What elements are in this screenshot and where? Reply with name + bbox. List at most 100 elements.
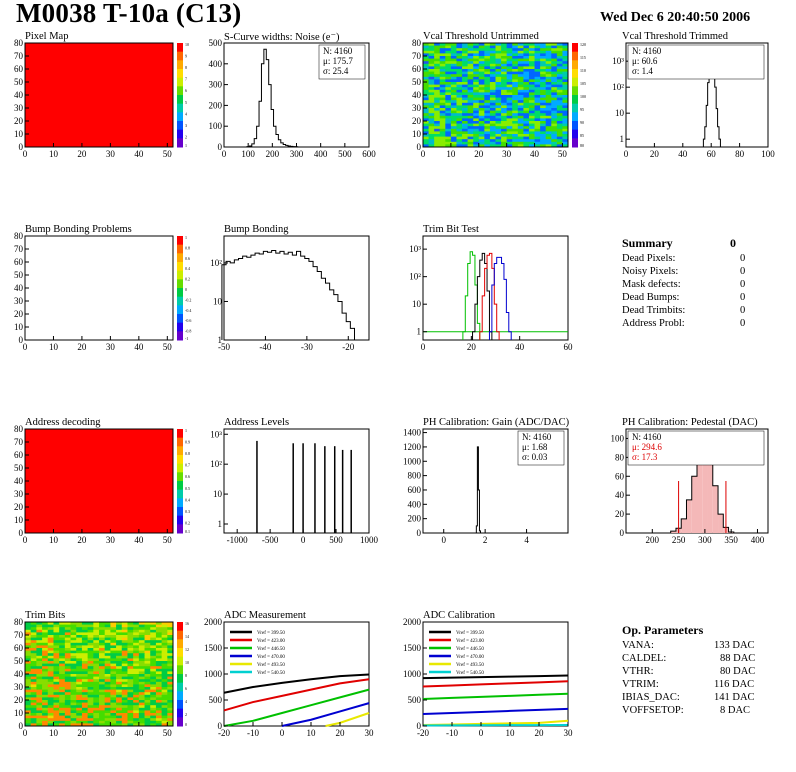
heatmap-cell <box>81 710 89 714</box>
heatmap-cell <box>138 705 145 709</box>
heatmap-cell <box>47 710 54 714</box>
heatmap-cell <box>528 95 535 98</box>
heatmap-cell <box>110 723 117 727</box>
heatmap-cell <box>489 126 496 130</box>
heatmap-cell <box>116 689 123 693</box>
heatmap-cell <box>127 645 134 649</box>
histogram-bar <box>702 443 708 533</box>
heatmap-cell <box>501 113 508 117</box>
x-tick-label: 0 <box>421 149 426 159</box>
heatmap-cell <box>87 658 94 662</box>
heatmap-cell <box>467 105 474 109</box>
heatmap-cell <box>445 139 452 143</box>
y-tick-label: 40 <box>14 476 24 486</box>
palette-tick-label: 12 <box>185 647 189 652</box>
heatmap-cell <box>473 79 480 83</box>
heatmap-cell <box>87 705 94 709</box>
heatmap-cell <box>540 136 547 140</box>
heatmap-cell <box>70 635 77 638</box>
heatmap-cell <box>64 689 71 693</box>
heatmap-cell <box>473 136 480 140</box>
op-parameters-heading: Op. Parameters <box>622 623 704 637</box>
heatmap-cell <box>93 653 100 657</box>
heatmap-cell <box>144 650 151 654</box>
palette-tick-label: 0.8 <box>185 451 190 456</box>
title-trim-bits: Trim Bits <box>25 610 66 621</box>
heatmap-cell <box>30 674 37 677</box>
heatmap-cell <box>70 632 77 636</box>
heatmap-cell <box>64 648 71 651</box>
heatmap-cell <box>534 48 541 52</box>
heatmap-cell <box>121 697 128 701</box>
heatmap-cell <box>161 684 168 688</box>
heatmap-cell <box>121 674 128 677</box>
heatmap-cell <box>110 689 117 693</box>
heatmap-cell <box>64 645 71 649</box>
heatmap-cell <box>439 141 446 145</box>
heatmap-cell <box>489 56 496 59</box>
heatmap-cell <box>450 79 457 83</box>
heatmap-cell <box>53 627 60 631</box>
heatmap-cell <box>556 53 563 57</box>
heatmap-cell <box>473 84 480 88</box>
heatmap-cell <box>36 689 43 693</box>
heatmap-cell <box>456 63 463 67</box>
heatmap-cell <box>467 58 474 62</box>
heatmap-cell <box>506 144 513 148</box>
heatmap-cell <box>462 61 469 65</box>
heatmap-cell <box>523 110 530 114</box>
heatmap-cell <box>484 115 491 119</box>
palette-cell <box>177 236 183 246</box>
palette-tick-label: 85 <box>580 133 584 138</box>
heatmap-cell <box>534 71 541 75</box>
heatmap-cell <box>133 684 140 688</box>
heatmap-cell <box>64 642 71 646</box>
heatmap-cell <box>138 694 145 698</box>
heatmap-cell <box>93 666 100 670</box>
heatmap-cell <box>53 700 60 703</box>
heatmap-cell <box>512 136 519 140</box>
heatmap-cell <box>423 126 429 130</box>
heatmap-cell <box>133 624 140 628</box>
heatmap-cell <box>512 82 519 85</box>
heatmap-cell <box>161 668 168 672</box>
histogram-bar <box>718 514 724 533</box>
heatmap-cell <box>42 627 49 631</box>
y-tick-label: 2000 <box>403 617 422 627</box>
heatmap-cell <box>87 650 94 654</box>
heatmap-cell <box>545 79 552 83</box>
y-tick-label: 800 <box>408 471 422 481</box>
y-tick-label: 80 <box>412 38 422 48</box>
heatmap-cell <box>150 689 157 693</box>
x-tick-label: 30 <box>106 342 116 352</box>
y-tick-label: 20 <box>14 502 24 512</box>
heatmap-cell <box>428 100 435 104</box>
heatmap-cell <box>133 692 140 696</box>
heatmap-cell <box>110 700 117 703</box>
heatmap-cell <box>138 650 145 654</box>
heatmap-cell <box>506 97 513 101</box>
heatmap-cell <box>76 679 83 683</box>
heatmap-cell <box>127 684 134 688</box>
series-line <box>422 707 569 716</box>
heatmap-cell <box>53 697 60 701</box>
heatmap-cell <box>551 69 558 72</box>
palette-cell <box>177 656 183 666</box>
heatmap-cell <box>116 707 123 711</box>
heatmap-cell <box>484 144 491 148</box>
heatmap-cell <box>104 700 111 703</box>
heatmap-cell <box>127 627 134 631</box>
heatmap-cell <box>506 131 513 135</box>
series-line <box>422 674 569 680</box>
heatmap-cell <box>456 108 463 111</box>
heatmap-cell <box>450 50 457 54</box>
y-tick-label: 1200 <box>403 442 422 452</box>
heatmap-cell <box>450 139 457 143</box>
heatmap-cell <box>450 131 457 135</box>
heatmap-cell <box>87 715 94 719</box>
x-tick-label: 40 <box>134 149 144 159</box>
heatmap-cell <box>36 718 43 722</box>
y-tick-label: 1 <box>218 335 223 345</box>
heatmap-cell <box>556 102 563 106</box>
heatmap-cell <box>76 632 83 636</box>
